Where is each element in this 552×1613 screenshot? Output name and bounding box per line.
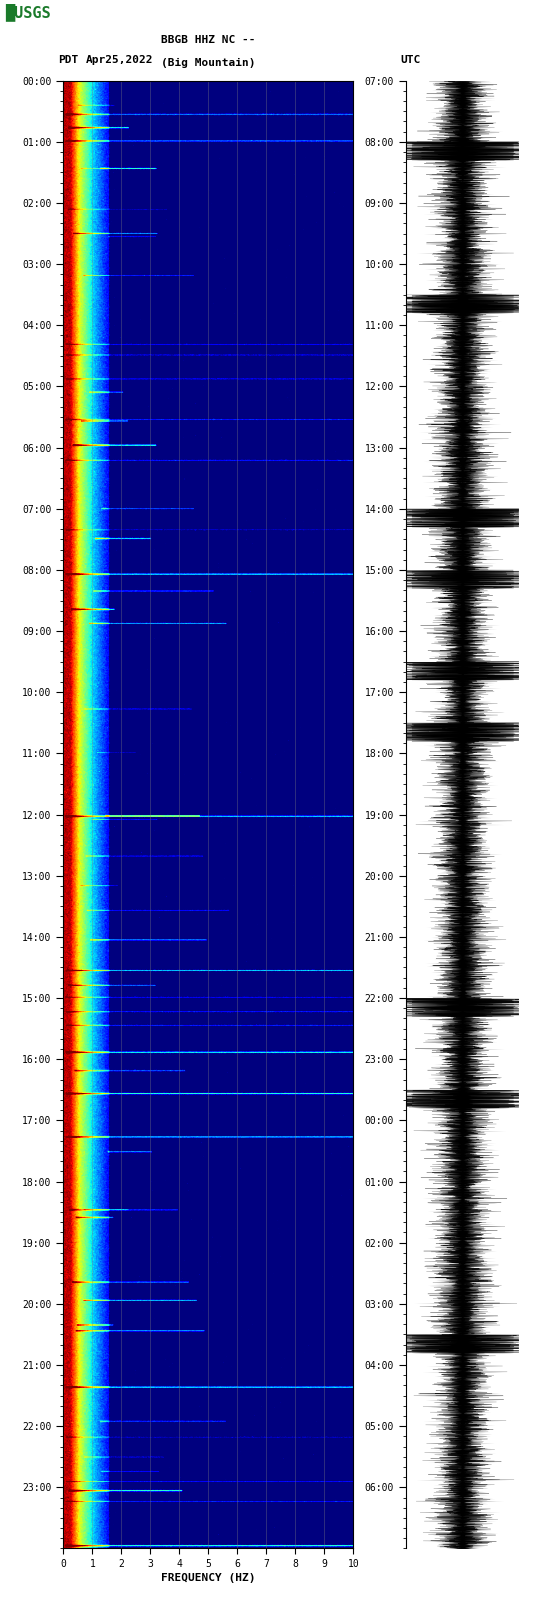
Text: Apr25,2022: Apr25,2022 xyxy=(86,55,153,65)
X-axis label: FREQUENCY (HZ): FREQUENCY (HZ) xyxy=(161,1573,256,1582)
Text: (Big Mountain): (Big Mountain) xyxy=(161,58,256,68)
Text: █USGS: █USGS xyxy=(6,3,51,21)
Text: PDT: PDT xyxy=(58,55,78,65)
Text: BBGB HHZ NC --: BBGB HHZ NC -- xyxy=(161,35,256,45)
Text: UTC: UTC xyxy=(400,55,421,65)
